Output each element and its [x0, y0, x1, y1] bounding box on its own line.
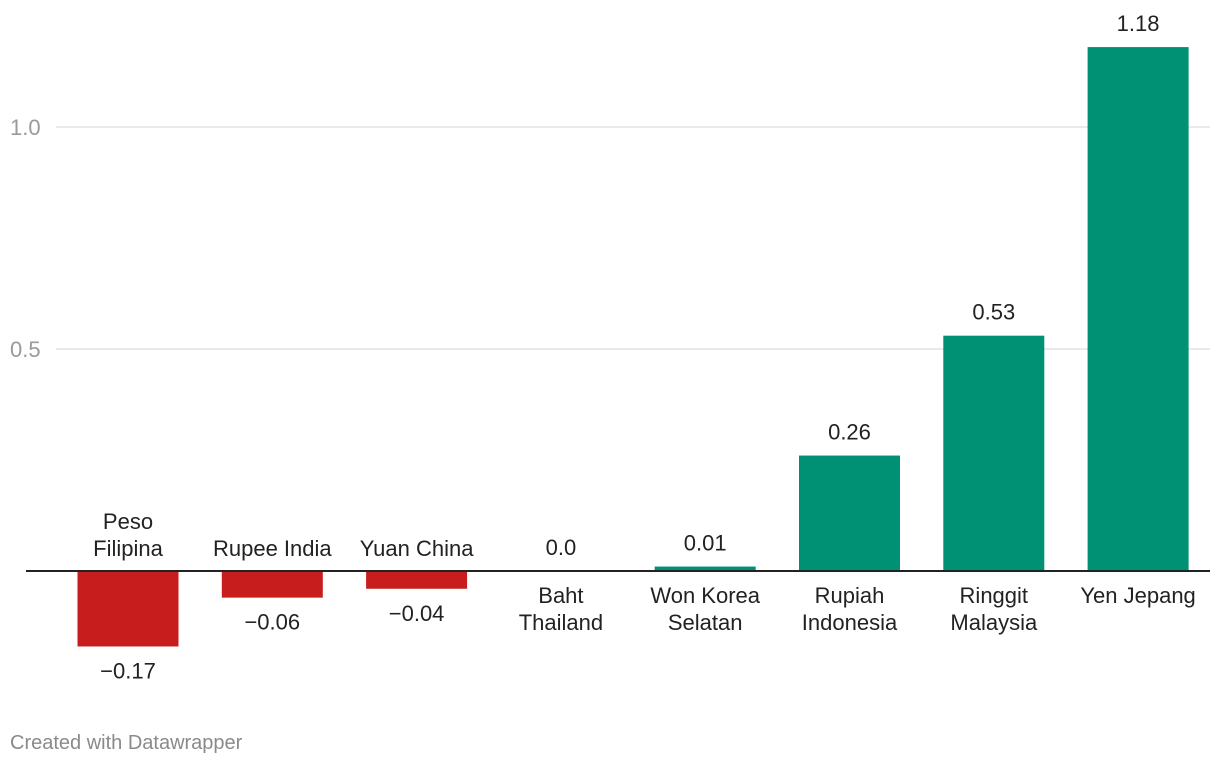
value-label: 0.26	[828, 420, 871, 445]
value-label: 1.18	[1117, 11, 1160, 36]
y-tick-label: 0.5	[10, 337, 41, 362]
value-label: −0.17	[100, 658, 156, 683]
gridlines	[56, 126, 1210, 350]
category-label: Rupee India	[213, 536, 332, 561]
bar	[654, 566, 756, 571]
bar	[943, 335, 1045, 571]
value-label: −0.04	[389, 601, 445, 626]
bar	[1087, 47, 1189, 571]
value-label: 0.53	[972, 300, 1015, 325]
category-label: Indonesia	[802, 610, 898, 635]
category-label: Ringgit	[960, 583, 1028, 608]
bar	[799, 455, 900, 571]
category-label: Baht	[538, 583, 583, 608]
category-label: Won Korea	[650, 583, 760, 608]
value-label: −0.06	[244, 610, 300, 635]
value-label: 0.0	[546, 535, 577, 560]
bar	[77, 571, 179, 647]
y-tick-label: 1.0	[10, 115, 41, 140]
bar	[366, 571, 468, 589]
category-label: Yuan China	[360, 536, 475, 561]
category-label: Selatan	[668, 610, 743, 635]
category-label: Thailand	[519, 610, 603, 635]
category-label: Yen Jepang	[1080, 583, 1195, 608]
category-label: Rupiah	[815, 583, 885, 608]
value-label: 0.01	[684, 531, 727, 556]
bar	[221, 571, 323, 598]
bars	[77, 47, 1189, 647]
category-label: Peso	[103, 509, 153, 534]
category-label: Malaysia	[950, 610, 1038, 635]
credit-text: Created with Datawrapper	[10, 732, 243, 754]
category-label: Filipina	[93, 536, 163, 561]
